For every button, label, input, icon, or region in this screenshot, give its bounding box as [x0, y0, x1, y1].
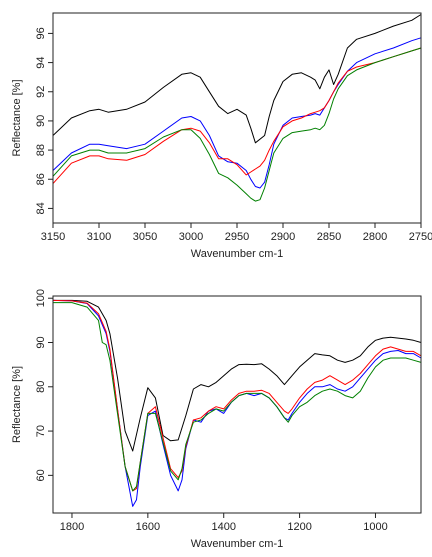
series-line-1	[52, 14, 422, 144]
y-tick-label: 96	[35, 27, 47, 39]
x-tick-label: 3100	[87, 231, 111, 243]
y-tick-label: 70	[35, 425, 47, 437]
y-tick-label: 90	[35, 336, 47, 348]
x-tick-label: 1000	[363, 521, 387, 533]
series-line-1	[53, 299, 422, 452]
x-tick-label: 2950	[225, 231, 249, 243]
y-tick-label: 80	[35, 381, 47, 393]
y-tick-label: 94	[35, 56, 47, 68]
y-tick-label: 86	[35, 173, 47, 185]
y-tick-label: 84	[35, 202, 47, 214]
x-tick-label: 3000	[179, 231, 203, 243]
y-tick-label: 92	[35, 86, 47, 98]
x-tick-label: 2800	[363, 231, 387, 243]
x-tick-label: 2750	[409, 231, 432, 243]
x-tick-label: 1800	[60, 521, 84, 533]
x-tick-label: 2900	[271, 231, 295, 243]
series-line-2	[52, 37, 422, 189]
series-line-3	[52, 47, 422, 184]
upper-panel-chart: 3150 3100 3050 3000 2950 2900 2850 2800 2750 84 86…	[11, 12, 432, 260]
plot-frame	[52, 12, 422, 224]
x-axis-title: Wavenumber cm-1	[191, 248, 284, 260]
y-axis-title: Reflectance [%]	[11, 366, 23, 443]
x-tick-label: 2850	[317, 231, 341, 243]
x-tick-label: 1400	[211, 521, 235, 533]
y-tick-label: 100	[35, 289, 47, 307]
y-tick-label: 90	[35, 115, 47, 127]
x-tick-label: 3150	[41, 231, 65, 243]
y-axis-title: Reflectance [%]	[11, 79, 23, 156]
x-tick-label: 1200	[287, 521, 311, 533]
plot-frame	[52, 295, 422, 514]
series-line-4	[52, 47, 422, 202]
y-tick-label: 60	[35, 469, 47, 481]
x-tick-label: 3050	[133, 231, 157, 243]
x-tick-label: 1600	[136, 521, 160, 533]
series-line-2	[52, 299, 422, 507]
x-axis-title: Wavenumber cm-1	[191, 538, 284, 550]
lower-panel-chart: 1800 1600 1400 1200 1000 60 70 80 90 100 Wavenumbe…	[11, 289, 422, 550]
series-line-4	[53, 302, 422, 492]
y-tick-label: 88	[35, 144, 47, 156]
